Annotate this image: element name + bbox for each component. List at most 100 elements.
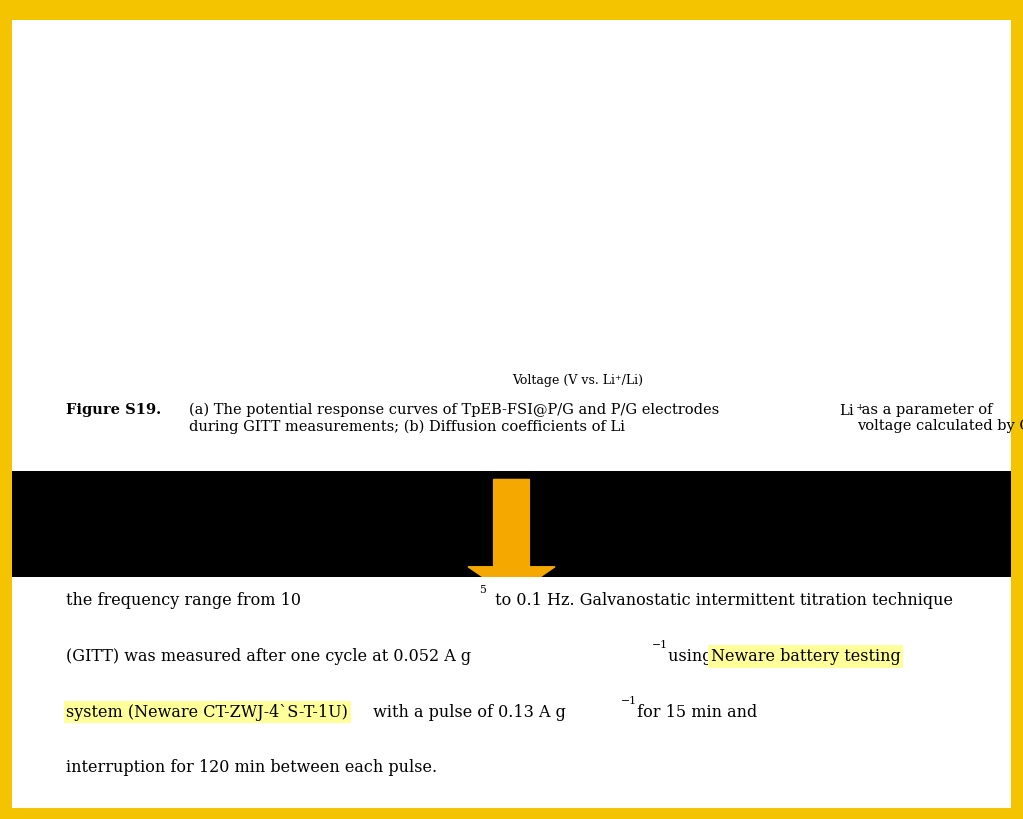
- Text: Figure S19.: Figure S19.: [66, 403, 162, 417]
- Legend: TpEB-FSI@P/G, P/G: TpEB-FSI@P/G, P/G: [440, 319, 558, 351]
- TpEB-FSI@P/G: [457, 129, 470, 139]
- TpEB-FSI@P/G: [526, 189, 538, 199]
- P/G: [313, 208, 325, 218]
- P/G: [565, 270, 577, 280]
- TpEB-FSI@P/G: [661, 228, 673, 238]
- TpEB-FSI@P/G: [603, 206, 615, 216]
- P/G: [652, 249, 664, 259]
- P/G: [438, 147, 450, 156]
- P/G: [516, 249, 528, 259]
- TpEB-FSI@P/G: [574, 224, 586, 233]
- Text: a: a: [13, 29, 25, 47]
- Text: for 15 min and: for 15 min and: [632, 704, 757, 721]
- P/G: [574, 266, 586, 276]
- P/G: [506, 240, 519, 250]
- P/G: [700, 210, 712, 220]
- P/G: [234, 301, 247, 311]
- P/G: [487, 224, 499, 233]
- TpEB-FSI@P/G: [565, 219, 577, 229]
- TpEB-FSI@P/G: [554, 215, 567, 224]
- Text: −1: −1: [621, 696, 637, 706]
- P/G: [535, 257, 547, 267]
- TpEB-FSI@P/G: [545, 206, 558, 216]
- Text: −1: −1: [652, 640, 668, 650]
- P/G: [448, 164, 460, 174]
- P/G: [632, 232, 644, 242]
- TpEB-FSI@P/G: [369, 344, 382, 354]
- Line: P/G: P/G: [74, 57, 375, 306]
- Y-axis label: Log (D, cm²/s): Log (D, cm²/s): [372, 162, 386, 251]
- P/G: [554, 274, 567, 284]
- TpEB-FSI@P/G: [487, 172, 499, 182]
- TpEB-FSI@P/G: [312, 342, 324, 352]
- Text: (GITT) was measured after one cycle at 0.052 A g: (GITT) was measured after one cycle at 0…: [66, 648, 472, 665]
- TpEB-FSI@P/G: [207, 313, 219, 323]
- Line: TpEB-FSI@P/G: TpEB-FSI@P/G: [433, 72, 708, 256]
- TpEB-FSI@P/G: [468, 147, 480, 156]
- X-axis label: Time (h): Time (h): [197, 382, 252, 395]
- P/G: [429, 129, 441, 139]
- Legend: P/G, TpEB-FSI@P/G: P/G, TpEB-FSI@P/G: [79, 62, 196, 95]
- Line: P/G: P/G: [433, 132, 708, 282]
- Text: to 0.1 Hz. Galvanostatic intermittent titration technique: to 0.1 Hz. Galvanostatic intermittent ti…: [490, 592, 953, 609]
- P/G: [364, 52, 376, 62]
- P/G: [365, 52, 377, 62]
- TpEB-FSI@P/G: [691, 240, 703, 250]
- P/G: [207, 287, 219, 296]
- TpEB-FSI@P/G: [632, 232, 644, 242]
- TpEB-FSI@P/G: [671, 232, 683, 242]
- Text: system (Neware CT-ZWJ-4`S-T-1U): system (Neware CT-ZWJ-4`S-T-1U): [66, 704, 349, 721]
- TpEB-FSI@P/G: [652, 215, 664, 224]
- P/G: [680, 219, 693, 229]
- TpEB-FSI@P/G: [429, 70, 441, 79]
- TpEB-FSI@P/G: [496, 180, 508, 190]
- P/G: [661, 232, 673, 242]
- TpEB-FSI@P/G: [583, 215, 595, 224]
- P/G: [369, 52, 382, 62]
- TpEB-FSI@P/G: [477, 164, 489, 174]
- P/G: [545, 266, 558, 276]
- P/G: [583, 257, 595, 267]
- Text: b: b: [375, 29, 388, 47]
- TpEB-FSI@P/G: [172, 298, 184, 308]
- Text: the frequency range from 10: the frequency range from 10: [66, 592, 302, 609]
- P/G: [622, 224, 634, 233]
- TpEB-FSI@P/G: [448, 104, 460, 114]
- Text: 5: 5: [479, 585, 486, 595]
- TpEB-FSI@P/G: [506, 189, 519, 199]
- TpEB-FSI@P/G: [226, 319, 238, 329]
- P/G: [477, 215, 489, 224]
- P/G: [613, 232, 625, 242]
- P/G: [671, 224, 683, 233]
- TpEB-FSI@P/G: [622, 224, 634, 233]
- TpEB-FSI@P/G: [68, 189, 80, 199]
- Line: TpEB-FSI@P/G: TpEB-FSI@P/G: [74, 194, 375, 355]
- TpEB-FSI@P/G: [680, 236, 693, 246]
- Text: with a pulse of 0.13 A g: with a pulse of 0.13 A g: [368, 704, 566, 721]
- TpEB-FSI@P/G: [438, 87, 450, 97]
- P/G: [468, 206, 480, 216]
- Text: Voltage (V vs. Li⁺/Li): Voltage (V vs. Li⁺/Li): [513, 374, 643, 387]
- P/G: [526, 253, 538, 263]
- Text: Neware battery testing: Neware battery testing: [711, 648, 900, 665]
- Text: Delithiation: Delithiation: [897, 66, 972, 79]
- P/G: [691, 215, 703, 224]
- Text: using: using: [663, 648, 717, 665]
- TpEB-FSI@P/G: [613, 219, 625, 229]
- FancyArrow shape: [469, 479, 554, 596]
- TpEB-FSI@P/G: [365, 346, 377, 356]
- P/G: [140, 257, 152, 267]
- Text: interruption for 120 min between each pulse.: interruption for 120 min between each pu…: [66, 759, 438, 776]
- Y-axis label: Voltage (V vs. Li⁺/Li): Voltage (V vs. Li⁺/Li): [28, 142, 41, 272]
- P/G: [226, 297, 238, 307]
- Text: as a parameter of
voltage calculated by GITT for lithiation and delithiation pro: as a parameter of voltage calculated by …: [857, 403, 1023, 433]
- P/G: [68, 247, 80, 256]
- P/G: [457, 189, 470, 199]
- Text: (a) The potential response curves of TpEB-FSI@P/G and P/G electrodes
during GITT: (a) The potential response curves of TpE…: [189, 403, 719, 434]
- P/G: [603, 240, 615, 250]
- TpEB-FSI@P/G: [354, 350, 366, 360]
- TpEB-FSI@P/G: [700, 249, 712, 259]
- TpEB-FSI@P/G: [516, 197, 528, 207]
- P/G: [641, 240, 654, 250]
- TpEB-FSI@P/G: [641, 224, 654, 233]
